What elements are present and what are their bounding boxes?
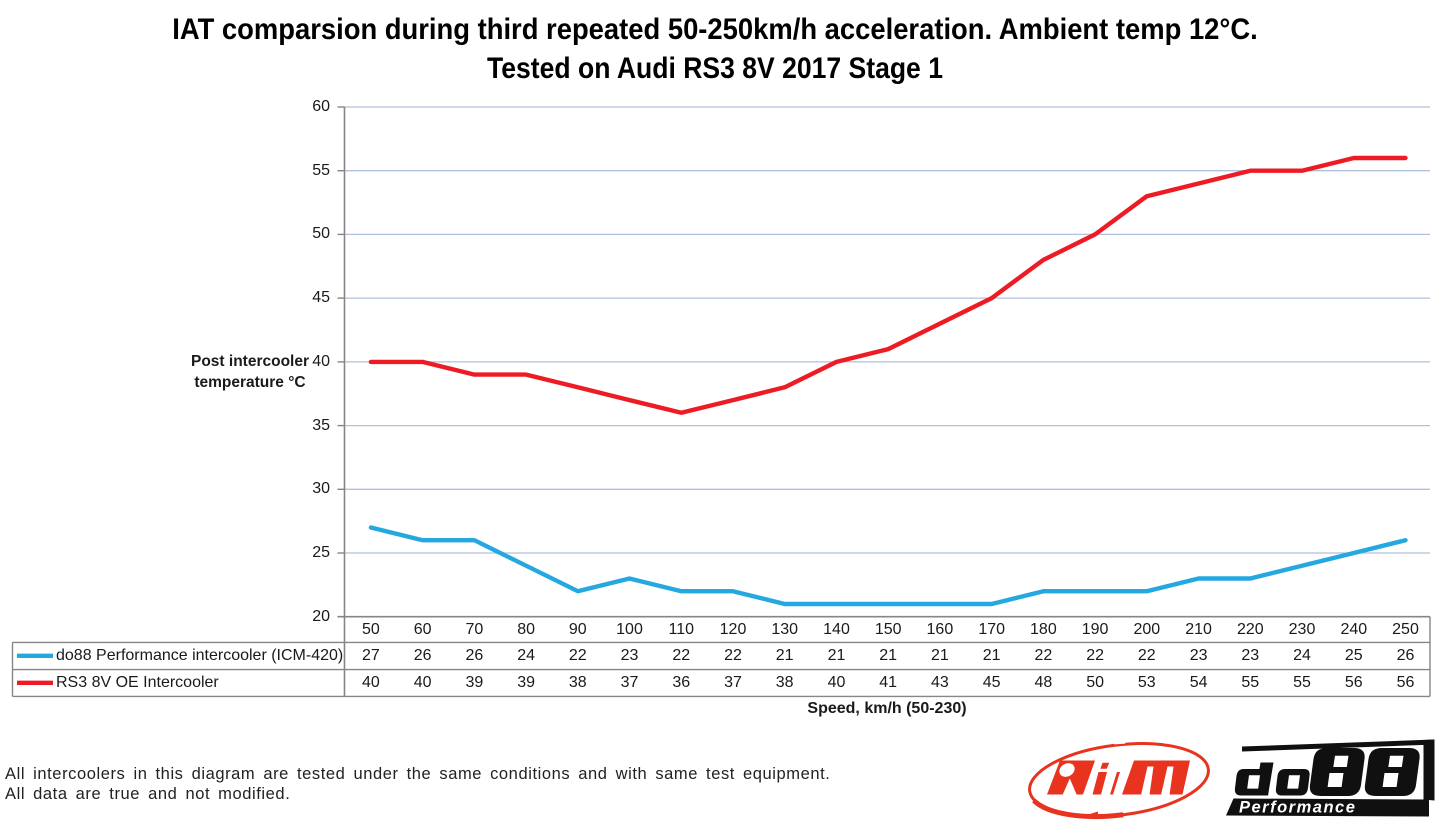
svg-text:Performance: Performance	[1239, 799, 1356, 817]
